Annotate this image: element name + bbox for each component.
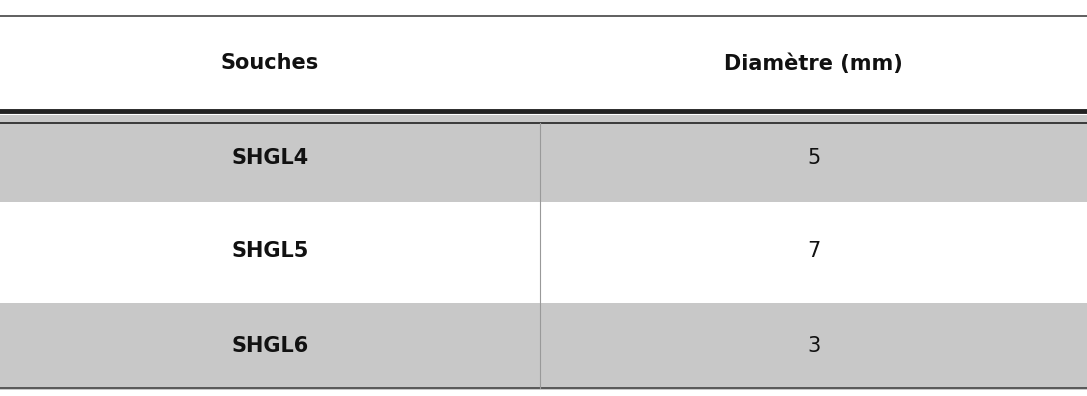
Bar — [0, 208, 1087, 295]
Text: 5: 5 — [807, 148, 821, 168]
Text: 3: 3 — [807, 337, 821, 356]
Bar — [0, 115, 1087, 202]
Text: 7: 7 — [807, 242, 821, 261]
Text: Souches: Souches — [221, 53, 320, 73]
Text: Diamètre (mm): Diamètre (mm) — [724, 53, 903, 74]
Text: SHGL4: SHGL4 — [232, 148, 309, 168]
Bar — [0, 303, 1087, 390]
Text: SHGL6: SHGL6 — [232, 337, 309, 356]
Text: SHGL5: SHGL5 — [232, 242, 309, 261]
